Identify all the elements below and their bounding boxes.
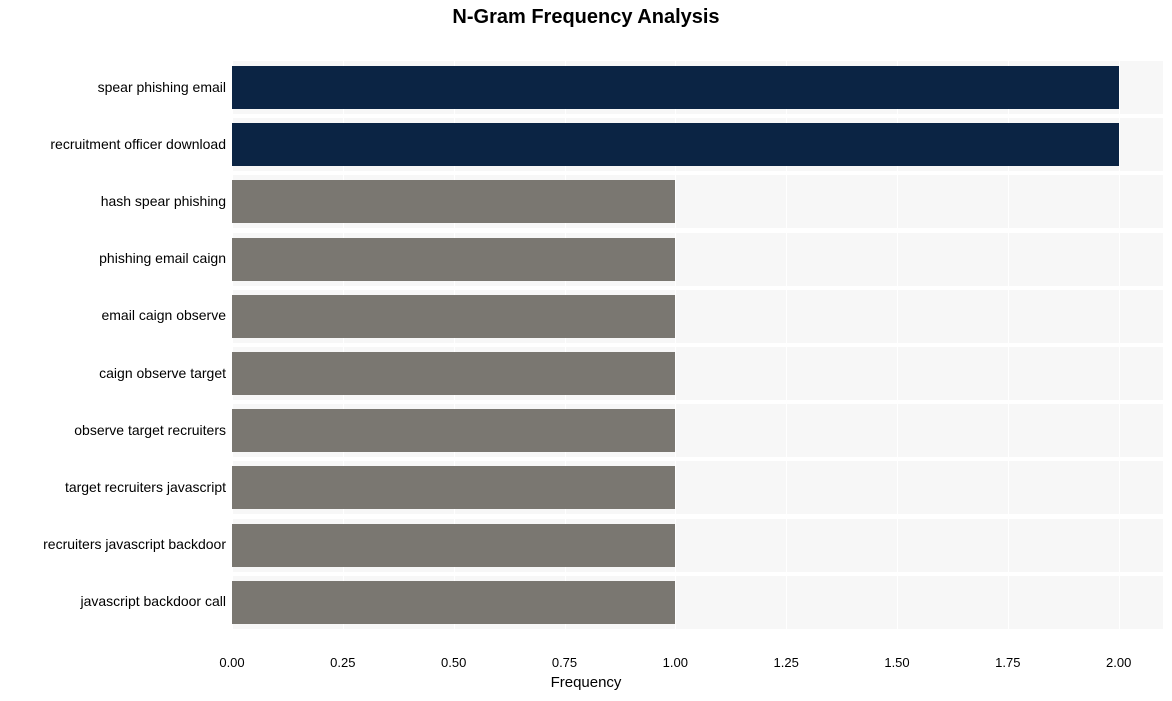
ngram-chart: N-Gram Frequency Analysis Frequency spea… bbox=[0, 0, 1172, 701]
y-axis-label: phishing email caign bbox=[99, 250, 226, 266]
y-axis-label: caign observe target bbox=[99, 365, 226, 381]
x-axis-tick: 0.50 bbox=[441, 655, 466, 670]
bar bbox=[232, 352, 675, 395]
y-axis-label: spear phishing email bbox=[98, 79, 226, 95]
bar bbox=[232, 466, 675, 509]
y-axis-label: email caign observe bbox=[101, 307, 226, 323]
y-axis-label: target recruiters javascript bbox=[65, 479, 226, 495]
x-axis-tick: 0.00 bbox=[219, 655, 244, 670]
y-axis-label: recruiters javascript backdoor bbox=[43, 536, 226, 552]
y-axis-label: observe target recruiters bbox=[74, 422, 226, 438]
x-axis-tick: 1.25 bbox=[774, 655, 799, 670]
bar bbox=[232, 66, 1119, 109]
x-axis-title: Frequency bbox=[0, 674, 1172, 691]
bar bbox=[232, 409, 675, 452]
y-axis-label: recruitment officer download bbox=[50, 136, 226, 152]
gridline bbox=[1119, 36, 1120, 639]
bar bbox=[232, 581, 675, 624]
plot-area bbox=[232, 36, 1163, 639]
bar bbox=[232, 524, 675, 567]
x-axis-tick: 1.50 bbox=[884, 655, 909, 670]
x-axis-tick: 1.00 bbox=[663, 655, 688, 670]
x-axis-tick: 2.00 bbox=[1106, 655, 1131, 670]
y-axis-label: javascript backdoor call bbox=[80, 593, 226, 609]
x-axis-tick: 1.75 bbox=[995, 655, 1020, 670]
x-axis-tick: 0.75 bbox=[552, 655, 577, 670]
bar bbox=[232, 295, 675, 338]
x-axis-tick: 0.25 bbox=[330, 655, 355, 670]
chart-title: N-Gram Frequency Analysis bbox=[0, 6, 1172, 29]
bar bbox=[232, 123, 1119, 166]
bar bbox=[232, 180, 675, 223]
y-axis-label: hash spear phishing bbox=[101, 193, 226, 209]
bar bbox=[232, 238, 675, 281]
